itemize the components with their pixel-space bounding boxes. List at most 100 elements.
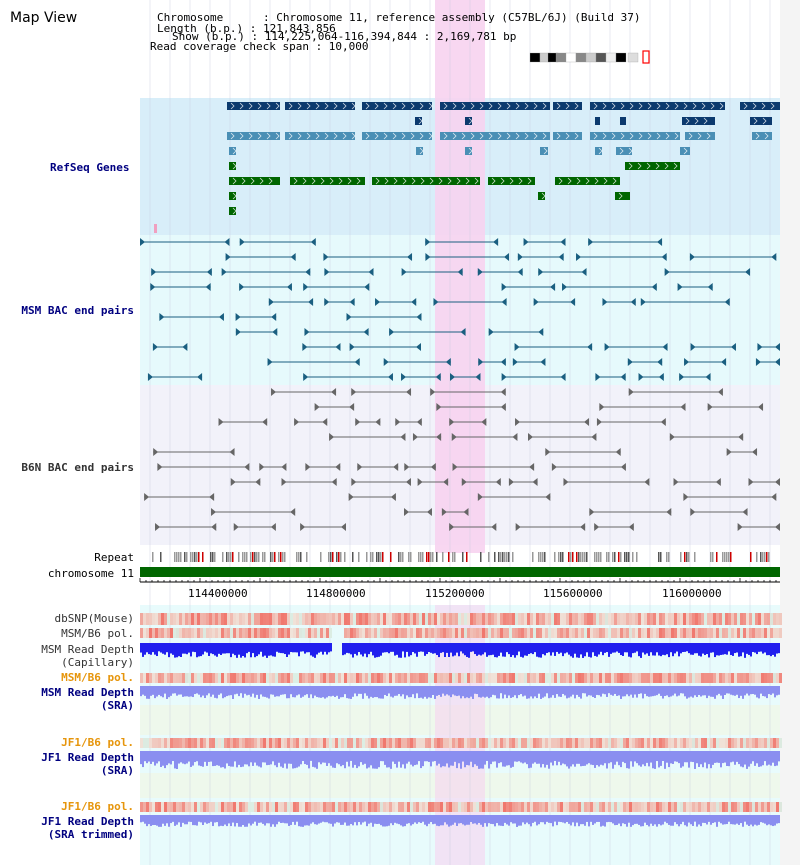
polymorphism-cell bbox=[767, 802, 770, 812]
polymorphism-cell bbox=[755, 628, 758, 638]
read-depth-bar bbox=[586, 643, 588, 653]
polymorphism-cell bbox=[686, 613, 689, 625]
polymorphism-cell bbox=[206, 738, 209, 748]
polymorphism-cell bbox=[425, 802, 428, 812]
repeat-block bbox=[680, 552, 682, 562]
polymorphism-cell bbox=[344, 802, 347, 812]
gene-strand-mark bbox=[764, 132, 769, 140]
read-depth-bar bbox=[728, 686, 730, 694]
polymorphism-cell bbox=[533, 738, 536, 748]
read-depth-bar bbox=[210, 686, 212, 697]
repeat-block bbox=[508, 552, 510, 562]
read-depth-bar bbox=[256, 643, 258, 657]
read-depth-bar bbox=[594, 686, 596, 698]
polymorphism-cell bbox=[149, 628, 152, 638]
polymorphism-cell bbox=[263, 738, 266, 748]
polymorphism-cell bbox=[662, 628, 665, 638]
read-depth-bar bbox=[572, 751, 574, 765]
polymorphism-cell bbox=[659, 673, 662, 683]
polymorphism-cell bbox=[167, 628, 170, 638]
polymorphism-cell bbox=[596, 738, 599, 748]
polymorphism-cell bbox=[539, 613, 542, 625]
polymorphism-cell bbox=[722, 738, 725, 748]
polymorphism-cell bbox=[518, 628, 521, 638]
polymorphism-cell bbox=[605, 802, 608, 812]
polymorphism-cell bbox=[323, 738, 326, 748]
repeat-block bbox=[606, 552, 608, 562]
gene-strand-mark bbox=[275, 132, 280, 140]
polymorphism-cell bbox=[602, 628, 605, 638]
read-depth-bar bbox=[450, 686, 452, 698]
polymorphism-cell bbox=[548, 613, 551, 625]
polymorphism-cell bbox=[326, 628, 329, 638]
polymorphism-cell bbox=[140, 613, 143, 625]
bac-end-marker bbox=[209, 493, 215, 501]
polymorphism-cell bbox=[449, 802, 452, 812]
read-depth-bar bbox=[600, 686, 602, 697]
polymorphism-cell bbox=[221, 673, 224, 683]
repeat-block bbox=[178, 552, 180, 562]
bac-end-marker bbox=[235, 328, 241, 336]
polymorphism-cell bbox=[281, 802, 284, 812]
read-depth-bar bbox=[414, 815, 416, 823]
gene-strand-mark bbox=[612, 177, 617, 185]
polymorphism-cell bbox=[440, 673, 443, 683]
refseq-gene bbox=[595, 147, 602, 155]
track-label-msm-bac[interactable]: MSM BAC end pairs bbox=[21, 304, 134, 317]
polymorphism-cell bbox=[557, 738, 560, 748]
bac-end-marker bbox=[436, 403, 442, 411]
bac-end-marker bbox=[155, 523, 161, 531]
polymorphism-cell bbox=[644, 613, 647, 625]
polymorphism-cell bbox=[383, 673, 386, 683]
read-depth-bar bbox=[286, 643, 288, 657]
read-depth-bar bbox=[552, 643, 554, 653]
refseq-gene bbox=[227, 132, 280, 140]
read-depth-bar bbox=[210, 643, 212, 654]
polymorphism-cell bbox=[701, 613, 704, 625]
gene-strand-mark bbox=[342, 102, 347, 110]
read-depth-bar bbox=[240, 815, 242, 827]
track-label-b6n-bac[interactable]: B6N BAC end pairs bbox=[21, 461, 134, 474]
read-depth-bar bbox=[680, 815, 682, 825]
polymorphism-cell bbox=[746, 673, 749, 683]
polymorphism-cell bbox=[311, 613, 314, 625]
polymorphism-cell bbox=[671, 738, 674, 748]
read-depth-bar bbox=[594, 815, 596, 824]
polymorphism-cell bbox=[743, 673, 746, 683]
refseq-gene bbox=[229, 162, 236, 170]
gene-strand-mark bbox=[393, 177, 398, 185]
polymorphism-cell bbox=[767, 738, 770, 748]
polymorphism-cell bbox=[770, 628, 773, 638]
polymorphism-cell bbox=[290, 628, 293, 638]
length-info: Length (b.p.) : 121,843,856 bbox=[157, 22, 336, 35]
polymorphism-cell bbox=[398, 738, 401, 748]
polymorphism-cell bbox=[329, 628, 332, 638]
read-depth-bar bbox=[472, 686, 474, 699]
polymorphism-cell bbox=[506, 613, 509, 625]
read-depth-bar bbox=[412, 751, 414, 767]
gene-strand-mark bbox=[628, 162, 633, 170]
polymorphism-cell bbox=[398, 673, 401, 683]
polymorphism-cell bbox=[674, 738, 677, 748]
polymorphism-cell bbox=[578, 628, 581, 638]
read-depth-bar bbox=[318, 815, 320, 824]
repeat-block bbox=[254, 552, 256, 562]
polymorphism-cell bbox=[530, 802, 533, 812]
read-depth-bar bbox=[716, 815, 718, 827]
repeat-block bbox=[174, 552, 176, 562]
polymorphism-cell bbox=[374, 802, 377, 812]
repeat-block bbox=[594, 552, 596, 562]
read-depth-bar bbox=[370, 815, 372, 823]
track-label-refseq[interactable]: RefSeq Genes bbox=[50, 161, 130, 174]
read-depth-bar bbox=[402, 686, 404, 695]
polymorphism-cell bbox=[275, 802, 278, 812]
polymorphism-cell bbox=[566, 738, 569, 748]
polymorphism-cell bbox=[281, 613, 284, 625]
read-depth-bar bbox=[526, 751, 528, 765]
read-depth-bar bbox=[592, 751, 594, 766]
polymorphism-cell bbox=[644, 802, 647, 812]
read-depth-bar bbox=[304, 643, 306, 654]
polymorphism-cell bbox=[470, 628, 473, 638]
repeat-block bbox=[578, 552, 580, 562]
